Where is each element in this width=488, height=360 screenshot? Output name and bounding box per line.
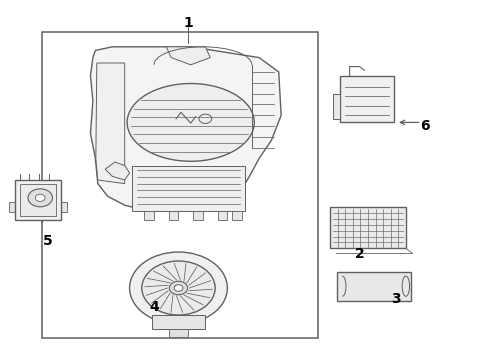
Text: 3: 3 <box>390 292 400 306</box>
Bar <box>144 211 154 220</box>
Bar <box>217 211 227 220</box>
Bar <box>15 180 61 220</box>
Circle shape <box>28 189 52 207</box>
Text: 4: 4 <box>149 300 159 314</box>
Polygon shape <box>105 162 129 180</box>
Bar <box>41 32 317 338</box>
Bar <box>339 76 393 122</box>
Bar <box>61 202 67 212</box>
Circle shape <box>35 194 45 201</box>
Text: 6: 6 <box>420 119 429 133</box>
Bar <box>329 207 405 248</box>
Bar <box>132 166 244 211</box>
Bar <box>232 211 242 220</box>
Bar <box>9 202 15 212</box>
Polygon shape <box>96 63 124 184</box>
Text: 5: 5 <box>43 234 53 248</box>
Bar <box>151 315 205 329</box>
Circle shape <box>174 285 183 291</box>
Circle shape <box>169 281 187 295</box>
Bar <box>332 94 339 119</box>
Bar <box>168 211 178 220</box>
Ellipse shape <box>127 84 254 161</box>
Bar <box>337 272 410 301</box>
Bar <box>168 329 188 337</box>
Polygon shape <box>166 47 210 65</box>
Circle shape <box>142 261 215 315</box>
Bar <box>20 184 56 216</box>
Bar <box>193 211 203 220</box>
Text: 2: 2 <box>354 247 364 261</box>
Circle shape <box>129 252 227 324</box>
Polygon shape <box>90 47 281 211</box>
Text: 1: 1 <box>183 17 193 30</box>
